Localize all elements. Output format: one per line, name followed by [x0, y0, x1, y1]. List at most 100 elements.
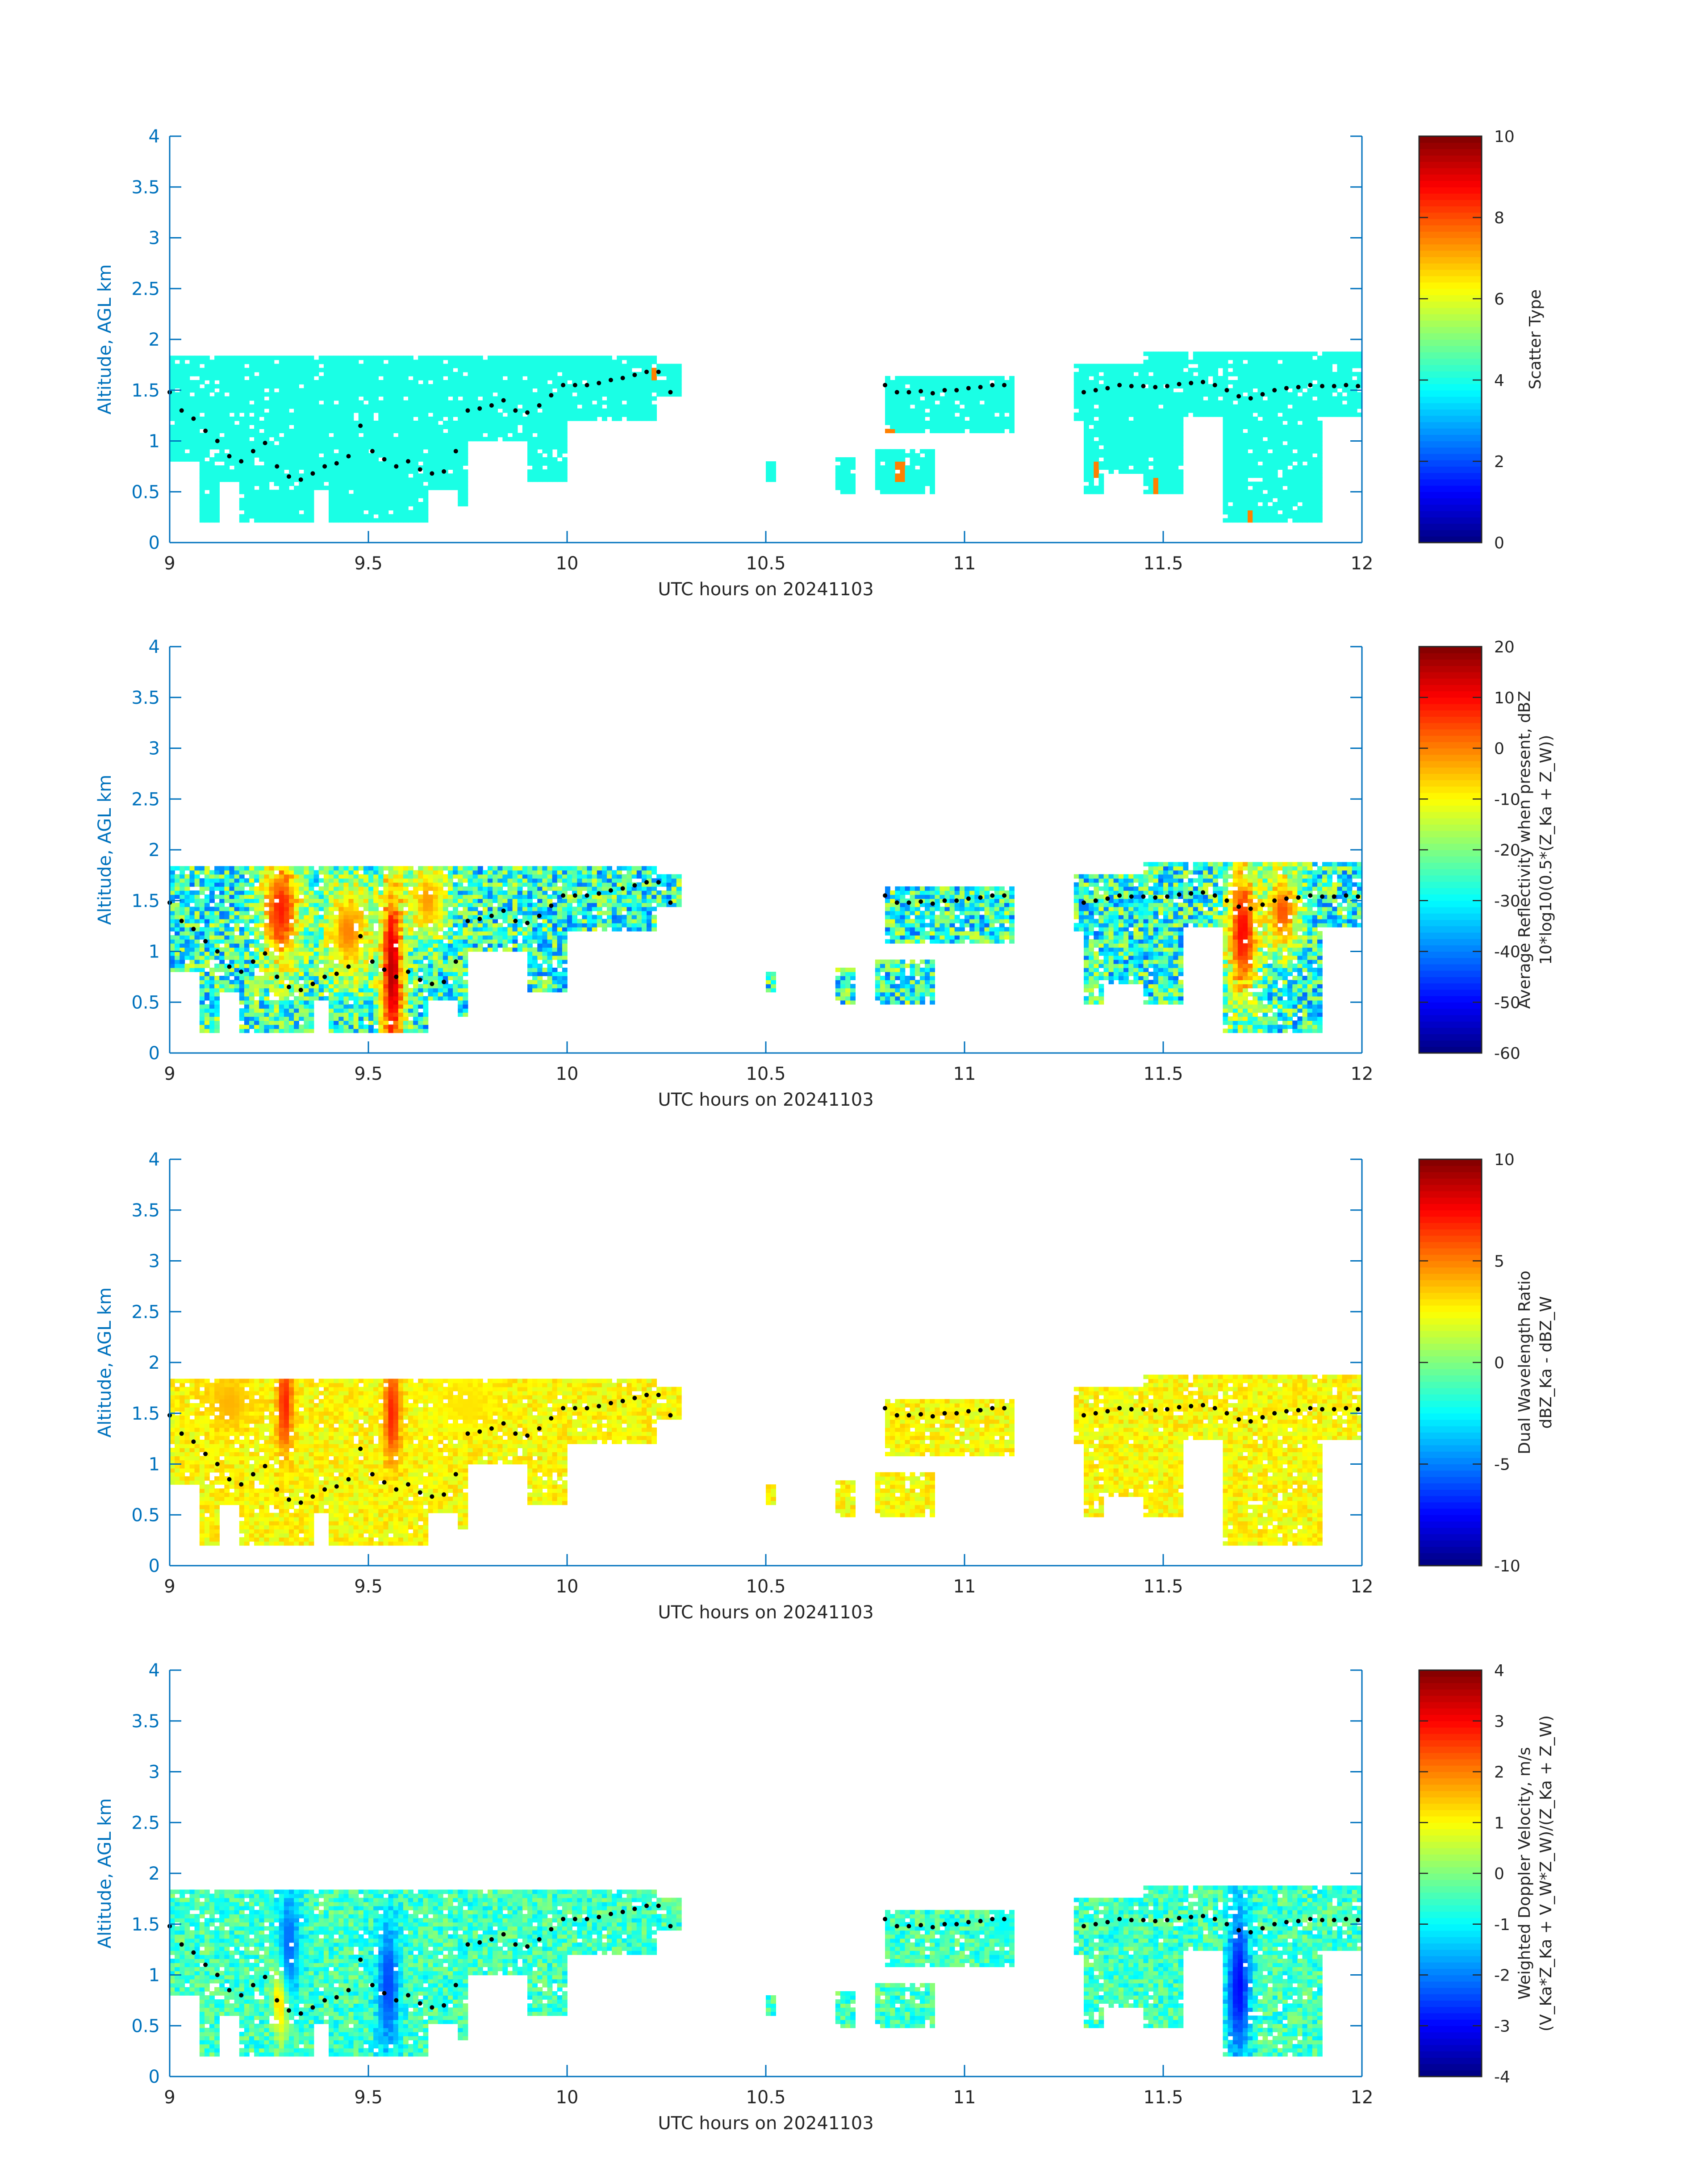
heatmap-cell [204, 477, 210, 482]
heatmap-cell [1098, 412, 1104, 417]
heatmap-cell [1223, 433, 1228, 438]
heatmap-cell [269, 421, 275, 425]
heatmap-cell [959, 396, 965, 401]
heatmap-cell [1297, 368, 1303, 372]
heatmap-cell [651, 376, 657, 380]
heatmap-cell [249, 465, 255, 470]
heatmap-cell [453, 404, 458, 409]
heatmap-cell [199, 514, 205, 519]
heatmap-cell [363, 453, 369, 458]
heatmap-cell [880, 481, 885, 486]
heatmap-cell [477, 368, 483, 372]
heatmap-cell [269, 396, 275, 401]
heatmap-cell [468, 412, 473, 417]
heatmap-cell [269, 384, 275, 389]
heatmap-cell [423, 384, 429, 389]
heatmap-cell [353, 368, 359, 372]
heatmap-cell [1168, 404, 1173, 409]
heatmap-cell [1213, 400, 1219, 405]
heatmap-cell [517, 396, 523, 401]
heatmap-cell [1203, 376, 1208, 380]
heatmap-cell [517, 380, 523, 384]
heatmap-cell [383, 510, 389, 515]
heatmap-cell [1133, 416, 1139, 421]
heatmap-cell [175, 425, 180, 429]
heatmap-cell [413, 461, 418, 466]
heatmap-cell [577, 400, 583, 405]
heatmap-cell [647, 396, 652, 401]
heatmap-cell [239, 514, 245, 519]
heatmap-cell [1078, 380, 1084, 384]
heatmap-cell [1232, 445, 1238, 450]
heatmap-cell [949, 429, 955, 434]
heatmap-cell [348, 506, 354, 510]
heatmap-cell [323, 384, 329, 389]
heatmap-cell [170, 392, 175, 397]
heatmap-cell [343, 400, 349, 405]
heatmap-cell [890, 396, 895, 401]
heatmap-cell [338, 408, 344, 413]
heatmap-cell [895, 465, 901, 470]
heatmap-cell [1237, 510, 1243, 515]
heatmap-cell [279, 518, 284, 523]
heatmap-cell [1277, 461, 1283, 466]
heatmap-cell [204, 372, 210, 376]
heatmap-cell [1272, 518, 1278, 523]
heatmap-cell [348, 441, 354, 446]
heatmap-cell [393, 396, 399, 401]
heatmap-cell [1307, 433, 1313, 438]
heatmap-cell [1223, 429, 1228, 434]
heatmap-cell [299, 433, 305, 438]
heatmap-cell [175, 364, 180, 368]
heatmap-cell [1084, 368, 1089, 372]
heatmap-cell [1332, 396, 1338, 401]
heatmap-cell [1103, 465, 1109, 470]
heatmap-cell [567, 364, 572, 368]
heatmap-cell [353, 449, 359, 454]
heatmap-cell [905, 408, 910, 413]
heatmap-cell [666, 380, 672, 384]
heatmap-cell [239, 380, 245, 384]
heatmap-cell [1257, 445, 1263, 450]
heatmap-cell [334, 441, 339, 446]
heatmap-cell [1272, 412, 1278, 417]
heatmap-cell [1317, 485, 1323, 490]
heatmap-cell [398, 485, 404, 490]
heatmap-cell [1188, 404, 1194, 409]
heatmap-cell [1337, 372, 1343, 376]
heatmap-cell [1327, 408, 1332, 413]
heatmap-cell [1094, 412, 1099, 417]
heatmap-cell [1292, 473, 1298, 478]
heatmap-cell [358, 372, 364, 376]
heatmap-cell [890, 404, 895, 409]
heatmap-cell [1078, 396, 1084, 401]
heatmap-cell [488, 421, 493, 425]
heatmap-cell [428, 453, 434, 458]
heatmap-cell [1168, 437, 1173, 442]
heatmap-cell [378, 445, 384, 450]
heatmap-cell [1237, 384, 1243, 389]
heatmap-cell [1153, 457, 1159, 462]
heatmap-cell [930, 412, 935, 417]
heatmap-cell [1138, 376, 1144, 380]
heatmap-cell [1108, 412, 1114, 417]
heatmap-cell [1128, 461, 1134, 466]
heatmap-cell [577, 380, 583, 384]
heatmap-cell [488, 388, 493, 393]
heatmap-cell [388, 518, 394, 523]
heatmap-cell [1228, 497, 1233, 502]
heatmap-cell [1253, 396, 1258, 401]
heatmap-cell [915, 461, 920, 466]
heatmap-cell [1267, 461, 1273, 466]
heatmap-cell [368, 489, 374, 494]
heatmap-cell [1243, 380, 1248, 384]
heatmap-cell [949, 384, 955, 389]
heatmap-cell [443, 400, 448, 405]
heatmap-cell [259, 359, 265, 364]
heatmap-cell [289, 473, 294, 478]
heatmap-cell [180, 457, 185, 462]
heatmap-cell [477, 364, 483, 368]
heatmap-cell [338, 477, 344, 482]
heatmap-cell [1158, 433, 1164, 438]
heatmap-cell [1168, 351, 1173, 356]
